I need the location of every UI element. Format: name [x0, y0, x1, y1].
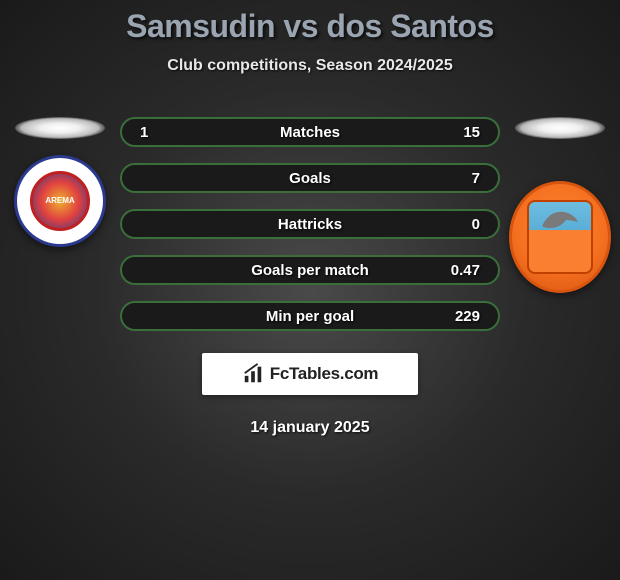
- stat-label: Min per goal: [266, 308, 354, 325]
- stat-row-matches: 1 Matches 15: [120, 117, 500, 147]
- stat-right-value: 7: [448, 170, 480, 187]
- stats-area: AREMA 1 Matches 15 Goals 7 Hattricks 0 G…: [0, 117, 620, 331]
- stat-row-hattricks: Hattricks 0: [120, 209, 500, 239]
- subtitle: Club competitions, Season 2024/2025: [0, 57, 620, 75]
- stat-label: Goals per match: [251, 262, 369, 279]
- stat-right-value: 0.47: [448, 262, 480, 279]
- right-crest-label: [527, 200, 593, 274]
- dolphin-icon: [540, 206, 580, 232]
- stat-right-value: 15: [448, 124, 480, 141]
- stat-row-gpm: Goals per match 0.47: [120, 255, 500, 285]
- infographic-container: Samsudin vs dos Santos Club competitions…: [0, 0, 620, 437]
- stat-row-goals: Goals 7: [120, 163, 500, 193]
- left-shadow-disc: [15, 117, 105, 139]
- fctables-logo: FcTables.com: [202, 353, 418, 395]
- right-shadow-disc: [515, 117, 605, 139]
- date-text: 14 january 2025: [0, 419, 620, 437]
- logo-text: FcTables.com: [270, 364, 379, 384]
- right-side: [510, 117, 610, 293]
- left-team-crest: AREMA: [14, 155, 106, 247]
- stats-column: 1 Matches 15 Goals 7 Hattricks 0 Goals p…: [120, 117, 500, 331]
- stat-label: Goals: [289, 170, 331, 187]
- stat-right-value: 229: [448, 308, 480, 325]
- left-crest-label: AREMA: [30, 171, 90, 231]
- stat-left-value: 1: [140, 124, 172, 141]
- chart-icon: [242, 363, 264, 385]
- stat-right-value: 0: [448, 216, 480, 233]
- stat-row-mpg: Min per goal 229: [120, 301, 500, 331]
- page-title: Samsudin vs dos Santos: [0, 8, 620, 45]
- stat-label: Matches: [280, 124, 340, 141]
- stat-label: Hattricks: [278, 216, 342, 233]
- right-team-crest: [509, 181, 611, 293]
- left-side: AREMA: [10, 117, 110, 247]
